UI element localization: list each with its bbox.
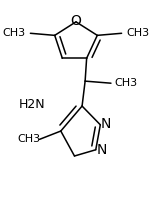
Text: H2N: H2N — [19, 98, 46, 110]
Text: N: N — [97, 143, 107, 157]
Text: O: O — [71, 14, 81, 28]
Text: CH3: CH3 — [17, 134, 40, 144]
Text: N: N — [101, 117, 111, 131]
Text: CH3: CH3 — [126, 28, 149, 38]
Text: CH3: CH3 — [3, 28, 26, 38]
Text: CH3: CH3 — [114, 78, 137, 88]
